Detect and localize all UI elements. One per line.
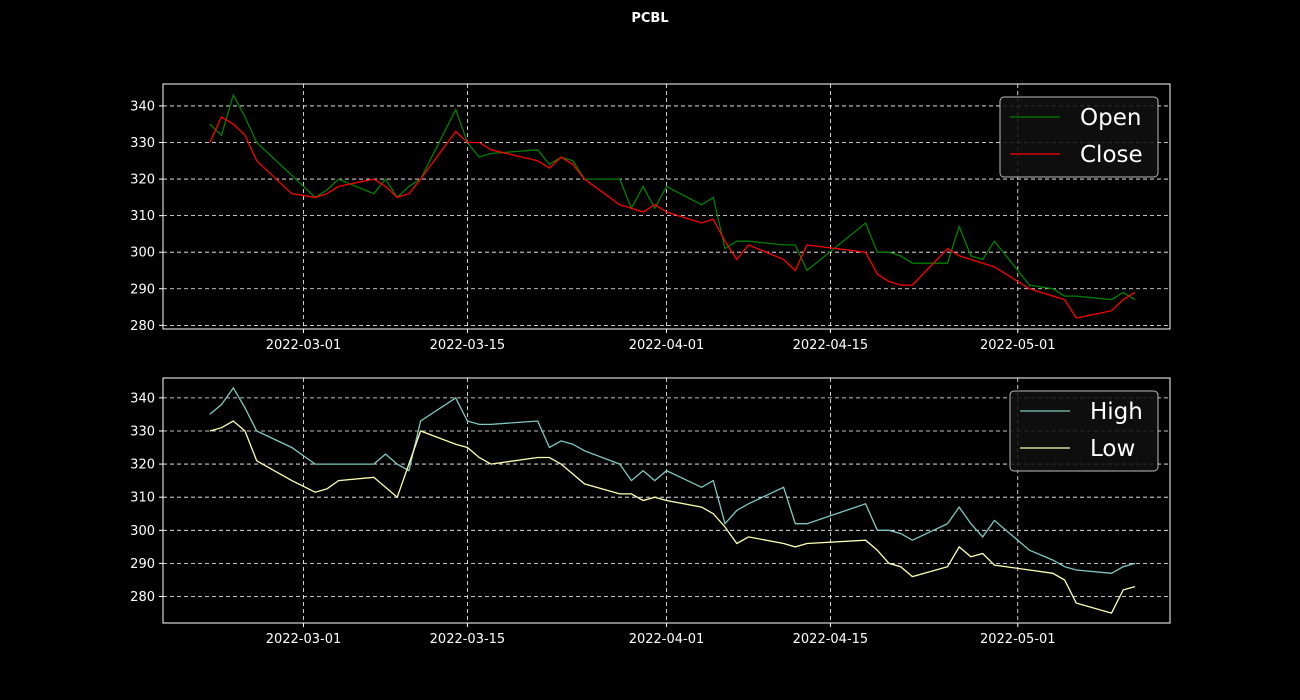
series-line-open — [209, 93, 1136, 301]
legend-label-close: Close — [1080, 142, 1143, 168]
y-tick-label: 320 — [130, 458, 155, 473]
legend-label-open: Open — [1080, 105, 1141, 131]
series-line-close — [209, 115, 1136, 319]
legend: Open Close — [999, 96, 1159, 178]
x-tick-label: 2022-04-15 — [793, 338, 869, 353]
y-tick-label: 280 — [130, 319, 155, 334]
x-tick-label: 2022-03-01 — [266, 632, 342, 647]
x-tick-label: 2022-05-01 — [980, 338, 1056, 353]
y-tick-label: 310 — [130, 209, 155, 224]
x-tick-label: 2022-04-01 — [629, 632, 705, 647]
y-tick-label: 340 — [130, 99, 155, 114]
chart-panel-1: 2022-03-01 2022-03-15 2022-04-01 2022-04-15… — [130, 83, 1171, 353]
legend-label-low: Low — [1090, 436, 1135, 462]
x-tick-label: 2022-03-01 — [266, 338, 342, 353]
x-tick-label: 2022-03-15 — [430, 632, 506, 647]
x-tick-label: 2022-04-15 — [793, 632, 869, 647]
y-tick-label: 300 — [130, 524, 155, 539]
x-tick-label: 2022-05-01 — [980, 632, 1056, 647]
y-tick-label: 330 — [130, 136, 155, 151]
y-tick-label: 300 — [130, 246, 155, 261]
y-tick-label: 330 — [130, 424, 155, 439]
y-tick-label: 340 — [130, 391, 155, 406]
y-tick-label: 320 — [130, 173, 155, 188]
x-tick-label: 2022-04-01 — [629, 338, 705, 353]
y-tick-label: 280 — [130, 590, 155, 605]
series-line-low — [209, 420, 1136, 614]
y-tick-label: 310 — [130, 491, 155, 506]
legend: High Low — [1009, 390, 1159, 472]
y-tick-label: 290 — [130, 557, 155, 572]
series-line-high — [209, 386, 1136, 574]
figure-title: PCBL — [631, 11, 669, 26]
chart-panel-2: 2022-03-01 2022-03-15 2022-04-01 2022-04-15… — [130, 377, 1171, 647]
legend-label-high: High — [1090, 399, 1143, 425]
x-tick-label: 2022-03-15 — [430, 338, 506, 353]
y-tick-label: 290 — [130, 282, 155, 297]
